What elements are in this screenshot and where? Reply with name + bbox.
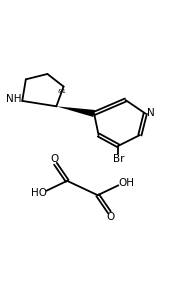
Text: HO: HO xyxy=(31,188,47,198)
Text: O: O xyxy=(50,154,59,164)
Text: O: O xyxy=(106,212,114,222)
Text: NH: NH xyxy=(5,94,21,104)
Text: Br: Br xyxy=(113,154,124,164)
Text: &1: &1 xyxy=(57,89,66,95)
Text: OH: OH xyxy=(118,178,134,188)
Text: N: N xyxy=(147,108,155,118)
Polygon shape xyxy=(56,106,95,117)
